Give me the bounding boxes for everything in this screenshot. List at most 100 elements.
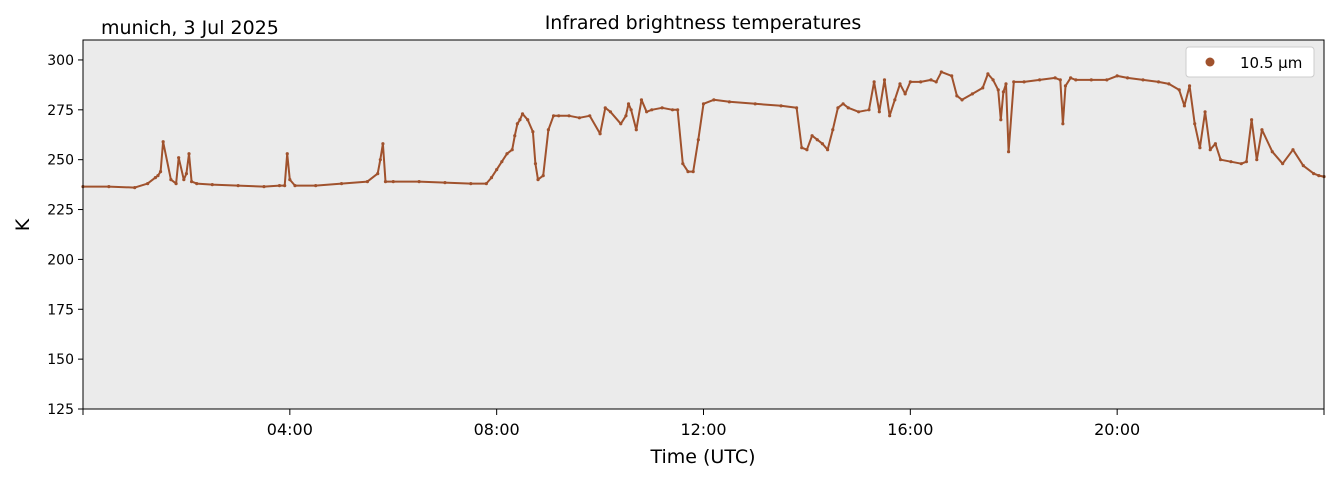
data-point (867, 108, 871, 112)
data-point (505, 152, 509, 156)
y-tick-label: 175 (47, 302, 74, 318)
data-point (650, 108, 654, 112)
data-point (877, 110, 881, 114)
data-point (1239, 162, 1243, 166)
data-point (1177, 88, 1181, 92)
data-point (531, 130, 535, 134)
data-point (999, 118, 1003, 122)
y-tick-label: 125 (47, 402, 74, 418)
data-point (1063, 84, 1068, 88)
data-point (815, 138, 819, 142)
data-point (903, 92, 907, 96)
data-point (1105, 78, 1109, 82)
y-tick-label: 225 (47, 203, 74, 219)
data-point (1069, 76, 1073, 80)
data-point (184, 172, 189, 176)
data-point (1244, 160, 1249, 164)
data-point (753, 102, 757, 106)
data-point (1053, 76, 1057, 80)
data-point (169, 178, 173, 182)
data-point (701, 102, 706, 106)
data-point (970, 92, 974, 96)
data-point (262, 185, 266, 189)
legend-box (1185, 46, 1315, 78)
data-point (626, 102, 631, 106)
data-point (443, 181, 447, 185)
data-point (288, 178, 292, 182)
data-point (541, 174, 545, 178)
data-point (577, 116, 582, 120)
data-point (588, 114, 592, 118)
legend-marker (1205, 57, 1215, 67)
data-point (195, 182, 199, 186)
data-point (513, 134, 517, 138)
data-point (939, 70, 943, 74)
y-tick-label: 200 (47, 252, 74, 268)
data-point (533, 162, 538, 166)
data-point (960, 98, 964, 102)
data-point (156, 174, 160, 178)
data-point (882, 78, 887, 82)
data-point (820, 142, 825, 146)
data-point (645, 110, 649, 114)
data-point (836, 106, 840, 110)
data-point (365, 180, 369, 184)
data-point (919, 80, 923, 84)
data-point (779, 104, 783, 108)
data-point (567, 114, 571, 118)
data-point (510, 148, 514, 152)
data-point (1001, 90, 1006, 94)
data-point (831, 128, 835, 132)
data-point (536, 178, 540, 182)
data-point (469, 182, 473, 186)
data-point (826, 148, 830, 152)
data-point (676, 108, 680, 112)
data-point (520, 112, 525, 116)
data-point (1229, 160, 1233, 164)
data-point (898, 82, 902, 86)
data-point (1061, 122, 1065, 126)
data-point (1270, 150, 1274, 154)
y-tick-label: 275 (47, 103, 74, 119)
data-point (515, 122, 519, 126)
data-point (391, 180, 395, 184)
chart-title: Infrared brightness temperatures (545, 12, 862, 34)
data-point (1141, 78, 1145, 82)
data-point (950, 74, 954, 78)
data-point (489, 176, 494, 180)
data-point (1022, 80, 1026, 84)
data-point (177, 156, 181, 160)
data-point (929, 78, 933, 82)
y-axis-label: K (12, 218, 34, 231)
data-point (800, 146, 804, 150)
data-point (557, 114, 561, 118)
data-point (1187, 84, 1192, 88)
data-point (810, 134, 814, 138)
data-point (1038, 78, 1042, 82)
data-point (1006, 150, 1011, 154)
data-point (1012, 80, 1016, 84)
data-point (670, 108, 675, 112)
data-point (1193, 122, 1197, 126)
data-point (794, 106, 799, 110)
data-point (991, 78, 995, 82)
data-point (526, 118, 530, 122)
data-point (1281, 162, 1285, 166)
data-point (1255, 158, 1259, 162)
y-tick-label: 300 (47, 53, 74, 69)
x-tick-label: 16:00 (887, 420, 933, 439)
data-point (484, 182, 488, 186)
data-point (283, 184, 287, 188)
x-tick-label: 08:00 (474, 420, 520, 439)
data-point (981, 86, 985, 90)
data-point (376, 172, 380, 176)
data-point (691, 170, 695, 174)
series-line (83, 70, 1325, 189)
data-point (383, 180, 388, 184)
legend-label: 10.5 µm (1240, 54, 1302, 72)
data-point (624, 114, 628, 118)
data-point (378, 158, 382, 162)
data-point (955, 94, 959, 98)
data-point (495, 168, 499, 172)
data-point (857, 110, 861, 114)
